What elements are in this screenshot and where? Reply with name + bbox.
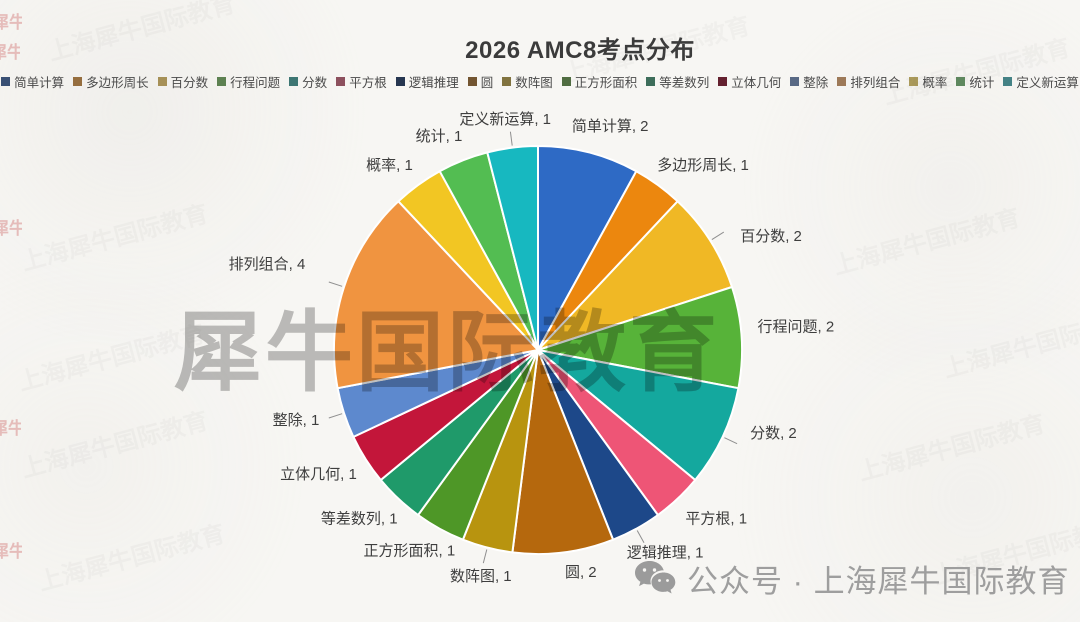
- chart-title: 2026 AMC8考点分布: [465, 37, 695, 64]
- legend-item-label: 逻辑推理: [408, 76, 459, 90]
- pie-slice-分数: [537, 349, 740, 481]
- pie-slice-行程问题: [537, 286, 743, 390]
- legend-item-8: 数阵图: [502, 72, 553, 91]
- footer-account-label: 公众号: [687, 564, 783, 599]
- legend-item-14: 概率: [909, 72, 947, 91]
- pie-label-平方根: 平方根, 1: [685, 511, 747, 528]
- pie-label-整除: 整除, 1: [273, 412, 320, 429]
- pie-label-多边形周长: 多边形周长, 1: [657, 157, 749, 174]
- pie-label-立体几何: 立体几何, 1: [280, 466, 357, 483]
- label-leader-line: [636, 530, 645, 544]
- pie-slice-百分数: [537, 200, 733, 351]
- legend-item-0: 简单计算: [1, 72, 64, 91]
- legend-item-label: 等差数列: [659, 76, 710, 90]
- footer-account-text: 公众号 · 上海犀牛国际教育: [687, 556, 1070, 601]
- pie-label-排列组合: 排列组合, 4: [229, 256, 306, 273]
- pie-label-分数: 分数, 2: [750, 425, 797, 442]
- legend-item-label: 平方根: [349, 76, 387, 90]
- legend-item-5: 平方根: [336, 72, 387, 91]
- legend-swatch-icon: [502, 77, 512, 86]
- label-leader-line: [328, 413, 343, 419]
- pie-label-统计: 统计, 1: [416, 128, 463, 145]
- pie-label-定义新运算: 定义新运算, 1: [459, 110, 551, 128]
- legend-swatch-icon: [1, 77, 11, 86]
- legend-item-15: 统计: [956, 72, 994, 91]
- legend-swatch-icon: [157, 77, 167, 86]
- legend-item-label: 统计: [969, 76, 995, 90]
- legend-item-10: 等差数列: [646, 72, 709, 91]
- legend-swatch-icon: [217, 77, 227, 86]
- pie-label-简单计算: 简单计算, 2: [572, 117, 649, 135]
- pie-label-百分数: 百分数, 2: [740, 228, 802, 245]
- legend-swatch-icon: [646, 77, 656, 86]
- legend-item-label: 分数: [302, 76, 328, 90]
- legend-item-label: 多边形周长: [86, 76, 149, 90]
- legend-item-16: 定义新运算: [1003, 72, 1079, 91]
- legend-swatch-icon: [790, 77, 800, 86]
- legend-item-1: 多边形周长: [73, 72, 149, 91]
- legend-item-label: 概率: [922, 76, 948, 90]
- legend-item-3: 行程问题: [217, 72, 280, 91]
- chart-legend: 简单计算 多边形周长 百分数 行程问题 分数 平方根 逻辑推理 圆 数阵图 正方形面积 等差数列 立体…: [0, 72, 1080, 91]
- pie-label-圆: 圆, 2: [565, 564, 597, 581]
- legend-item-7: 圆: [467, 72, 494, 91]
- legend-item-label: 简单计算: [14, 76, 65, 90]
- legend-item-4: 分数: [289, 72, 327, 91]
- pie-label-行程问题: 行程问题, 2: [758, 319, 835, 336]
- pie-label-数阵图: 数阵图, 1: [450, 568, 512, 585]
- legend-item-label: 整除: [803, 76, 829, 90]
- legend-swatch-icon: [1003, 77, 1013, 86]
- legend-swatch-icon: [336, 77, 346, 86]
- pie-label-概率: 概率, 1: [366, 157, 413, 174]
- legend-item-label: 定义新运算: [1016, 76, 1079, 90]
- legend-item-6: 逻辑推理: [395, 72, 459, 91]
- legend-item-11: 立体几何: [718, 72, 781, 91]
- legend-item-label: 数阵图: [515, 76, 553, 90]
- legend-swatch-icon: [561, 77, 571, 86]
- pie-slice-定义新运算: [486, 145, 539, 351]
- legend-item-12: 整除: [790, 72, 828, 91]
- legend-item-label: 正方形面积: [574, 76, 638, 90]
- pie-label-等差数列: 等差数列, 1: [321, 510, 398, 528]
- legend-item-label: 百分数: [170, 76, 209, 90]
- footer-watermark: 公众号 · 上海犀牛国际教育: [633, 556, 1070, 601]
- legend-item-label: 行程问题: [230, 76, 281, 90]
- legend-swatch-icon: [956, 77, 966, 86]
- pie-label-正方形面积: 正方形面积, 1: [364, 543, 456, 560]
- legend-swatch-icon: [837, 77, 847, 86]
- legend-swatch-icon: [909, 77, 919, 86]
- label-leader-line: [482, 549, 488, 564]
- label-leader-line: [724, 437, 738, 445]
- legend-swatch-icon: [395, 77, 405, 86]
- legend-item-label: 圆: [480, 76, 494, 90]
- footer-separator: ·: [783, 564, 814, 599]
- legend-item-13: 排列组合: [837, 72, 900, 91]
- pie-slice-简单计算: [537, 144, 638, 351]
- legend-swatch-icon: [718, 77, 728, 86]
- legend-item-label: 排列组合: [850, 76, 901, 90]
- legend-swatch-icon: [467, 77, 477, 86]
- wechat-icon: [635, 560, 676, 593]
- legend-swatch-icon: [289, 77, 299, 86]
- footer-account-name: 上海犀牛国际教育: [813, 564, 1070, 599]
- legend-item-label: 立体几何: [731, 76, 782, 90]
- label-leader-line: [328, 281, 343, 287]
- legend-item-2: 百分数: [157, 72, 209, 91]
- label-leader-line: [509, 131, 513, 146]
- pie-slice-圆: [511, 349, 615, 555]
- pie-slice-排列组合: [333, 200, 539, 390]
- legend-swatch-icon: [73, 77, 83, 86]
- label-leader-line: [711, 231, 725, 241]
- pie-label-逻辑推理: 逻辑推理, 1: [627, 545, 704, 562]
- legend-item-9: 正方形面积: [561, 72, 638, 91]
